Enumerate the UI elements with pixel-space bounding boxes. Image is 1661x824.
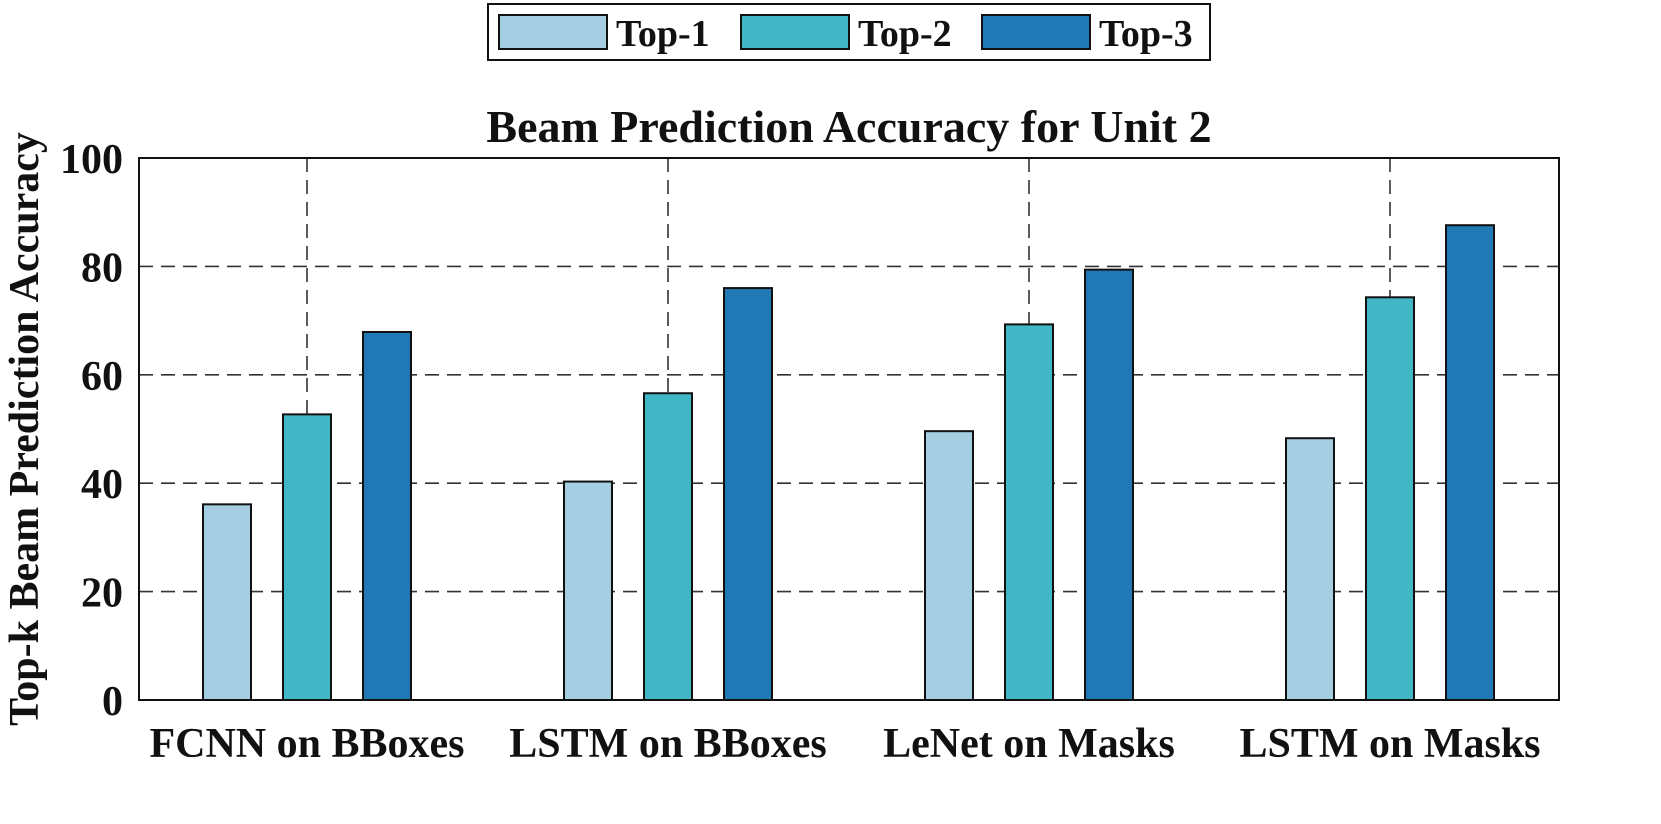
bars-layer (202, 224, 1495, 702)
legend: Top-1 Top-2 Top-3 (487, 3, 1211, 61)
bar-top-2 (1004, 323, 1054, 701)
bar-top-1 (924, 430, 974, 701)
bar-top-2 (643, 392, 693, 701)
x-tick-label: LeNet on Masks (883, 721, 1175, 767)
y-tick-label: 40 (81, 462, 123, 508)
x-tick-label: FCNN on BBoxes (149, 721, 464, 767)
chart-title: Beam Prediction Accuracy for Unit 2 (486, 101, 1211, 152)
y-tick-label: 80 (81, 245, 123, 291)
y-axis-label: Top-k Beam Prediction Accuracy (2, 132, 48, 726)
legend-swatch-top-2 (740, 14, 850, 50)
bar-top-3 (1084, 268, 1134, 701)
y-tick-label: 60 (81, 354, 123, 400)
legend-swatch-top-3 (981, 14, 1091, 50)
bar-top-3 (362, 330, 412, 701)
plot-frame (138, 157, 1560, 701)
legend-label: Top-2 (858, 13, 952, 55)
bar-top-2 (282, 413, 332, 701)
y-tick-label: 100 (60, 137, 123, 183)
x-tick-label: LSTM on Masks (1239, 721, 1540, 767)
bar-top-3 (1445, 224, 1495, 701)
bar-top-2 (1365, 296, 1415, 701)
bar-top-1 (202, 503, 252, 702)
legend-label: Top-1 (616, 13, 710, 55)
legend-label: Top-3 (1099, 13, 1193, 55)
y-tick-label: 0 (102, 679, 123, 725)
bar-top-3 (723, 287, 773, 701)
legend-swatch-top-1 (498, 14, 608, 50)
y-tick-label: 20 (81, 571, 123, 617)
grid-layer (139, 158, 1559, 700)
y-tick-labels: 0 20 40 60 80 100 (60, 137, 123, 725)
x-tick-label: LSTM on BBoxes (509, 721, 826, 767)
bar-top-1 (563, 480, 613, 701)
bar-top-1 (1285, 437, 1335, 701)
x-tick-labels: FCNN on BBoxes LSTM on BBoxes LeNet on Mas… (149, 721, 1540, 767)
